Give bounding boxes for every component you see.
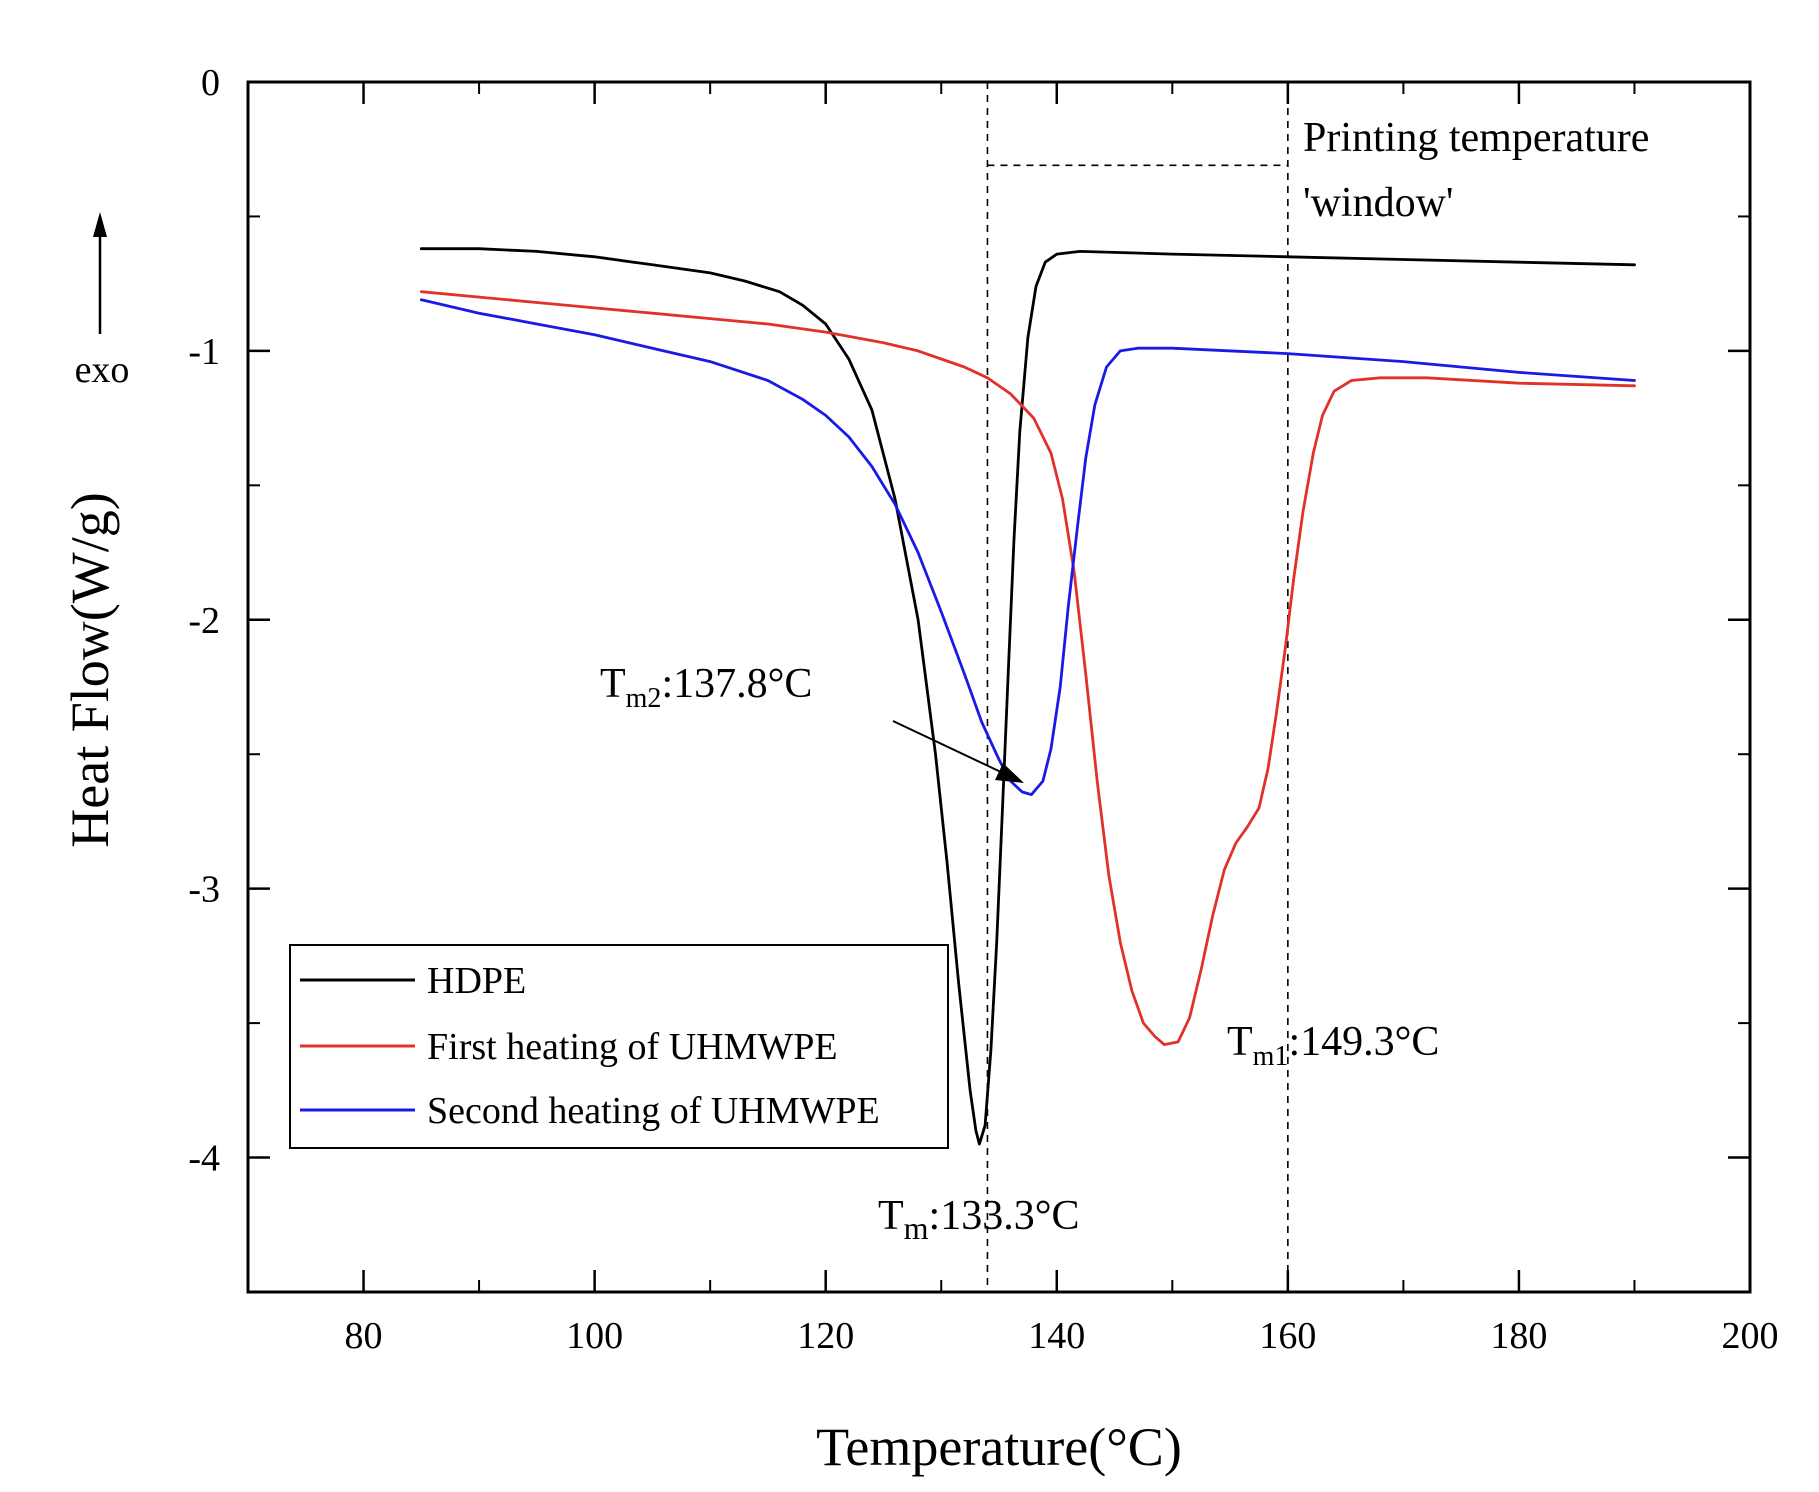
y-tick-label-2: -2: [188, 600, 220, 642]
x-tick-label-160: 160: [1259, 1315, 1316, 1357]
y-tick-label-0: 0: [201, 62, 220, 104]
series-line-0: [419, 247, 1636, 1146]
series-line-1: [419, 290, 1636, 1046]
y-tick-label-3: -3: [188, 869, 220, 911]
x-tick-label-80: 80: [345, 1315, 383, 1357]
series-line-2: [419, 298, 1636, 796]
plot-frame: [246, 80, 1752, 1294]
x-tick-label-200: 200: [1722, 1315, 1779, 1357]
tm-annotation: Tm:133.3°C: [878, 1193, 1080, 1246]
y-axis-title: Heat Flow(W/g): [60, 492, 120, 847]
legend: HDPE First heating of UHMWPE Second heat…: [289, 944, 949, 1149]
x-tick-label-120: 120: [797, 1315, 854, 1357]
x-tick-label-100: 100: [566, 1315, 623, 1357]
x-axis-title: Temperature(°C): [816, 1417, 1182, 1477]
ticks: 80 100 120 140 160 180 200 0 -1 -2 -3 -4: [188, 62, 1778, 1357]
legend-label-first-heating: First heating of UHMWPE: [427, 1026, 838, 1068]
x-tick-label-140: 140: [1028, 1315, 1085, 1357]
x-tick-label-180: 180: [1490, 1315, 1547, 1357]
reference-lines: [986, 82, 1289, 1292]
y-tick-label-1: -1: [188, 331, 220, 373]
y-tick-label-4: -4: [188, 1138, 220, 1180]
legend-label-second-heating: Second heating of UHMWPE: [427, 1090, 880, 1132]
legend-label-hdpe: HDPE: [427, 960, 526, 1002]
printing-window-line1: Printing temperature: [1303, 115, 1649, 161]
tm2-annotation: Tm2:137.8°C: [600, 661, 812, 714]
exo-arrow-icon: [93, 212, 107, 334]
exo-label: exo: [75, 349, 130, 391]
tm2-pointer-arrow-icon: [892, 720, 1024, 783]
printing-window-line2: 'window': [1303, 180, 1453, 226]
tm1-annotation: Tm1:149.3°C: [1227, 1019, 1439, 1072]
